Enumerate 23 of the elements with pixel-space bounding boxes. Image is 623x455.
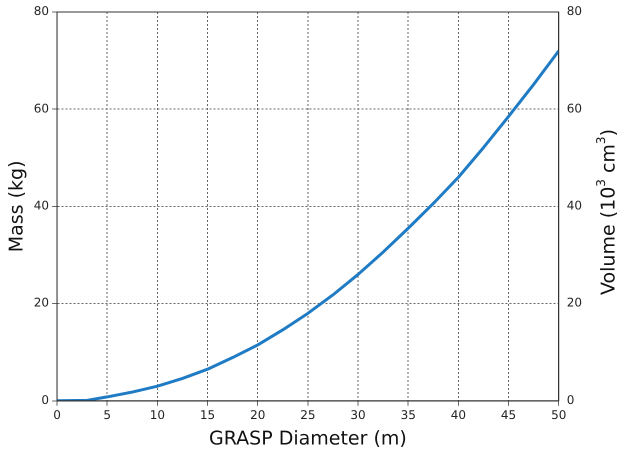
- y-axis-title: Mass (kg): [5, 160, 28, 252]
- x-tick-label: 25: [300, 408, 316, 422]
- y2-tick-label: 80: [566, 4, 582, 18]
- x-tick-label: 35: [400, 408, 416, 422]
- x-tick-label: 20: [250, 408, 266, 422]
- y2-tick-label: 40: [566, 198, 582, 213]
- x-axis-title: GRASP Diameter (m): [209, 428, 407, 450]
- x-tick-label: 5: [103, 408, 112, 422]
- y2-tick-label: 0: [566, 392, 574, 407]
- x-tick-label: 0: [53, 408, 61, 422]
- x-tick-label: 15: [200, 408, 216, 422]
- x-tick-label: 10: [150, 408, 166, 422]
- y-tick-label: 20: [34, 296, 50, 310]
- y-tick-label: 80: [34, 4, 50, 18]
- y2-tick-label: 20: [566, 296, 582, 310]
- x-tick-label: 30: [350, 408, 366, 422]
- x-tick-label: 50: [551, 408, 566, 422]
- x-tick-label: 40: [450, 408, 466, 422]
- y-tick-label: 40: [34, 198, 50, 213]
- y-tick-label: 60: [34, 101, 50, 116]
- x-tick-label: 45: [500, 408, 516, 422]
- y2-tick-label: 60: [566, 101, 582, 116]
- y-tick-label: 0: [41, 392, 50, 407]
